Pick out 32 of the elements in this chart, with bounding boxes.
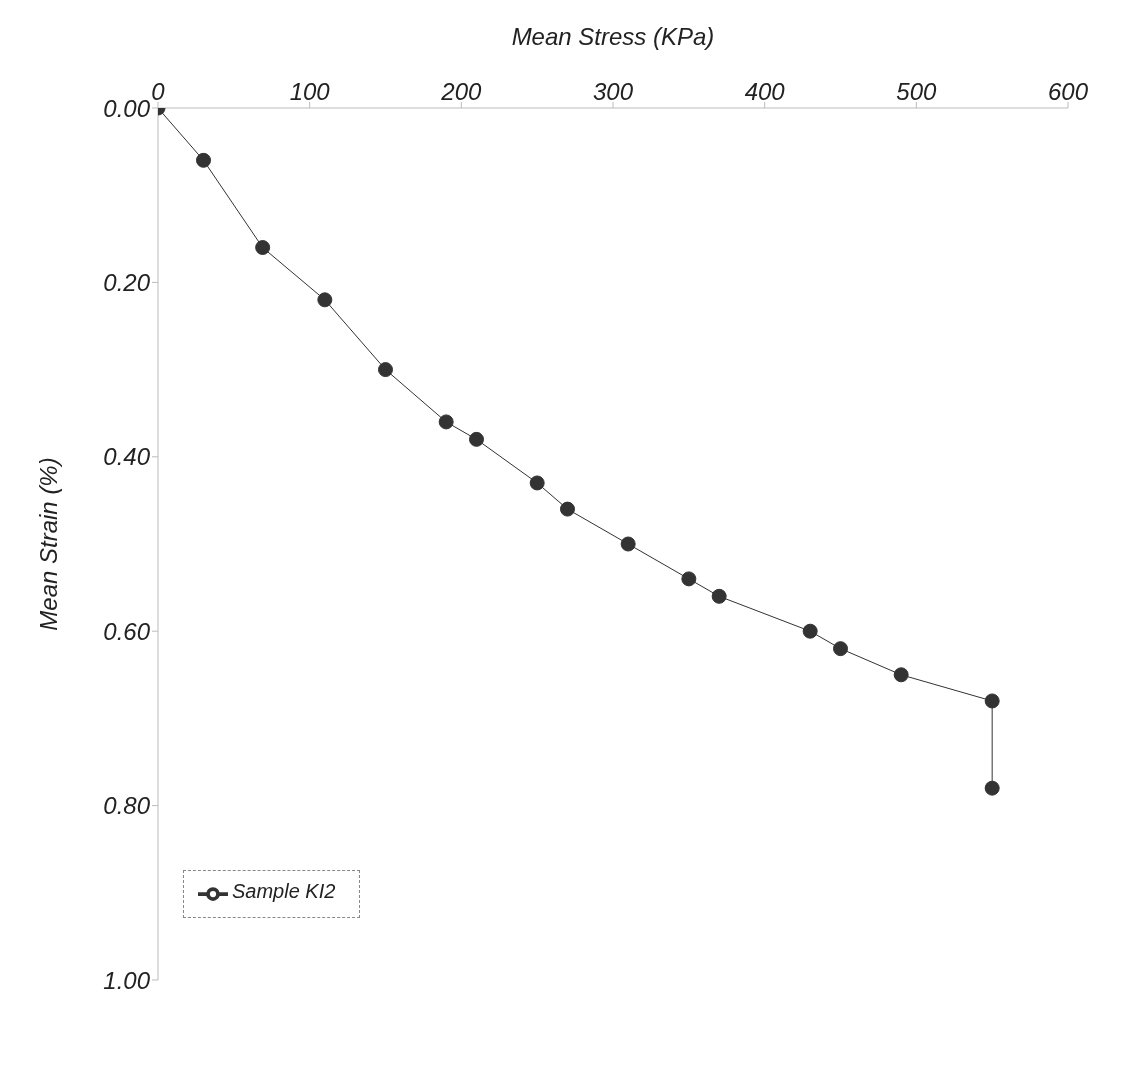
- point: [893, 667, 909, 683]
- x-tick-label: 500: [896, 78, 938, 105]
- point: [984, 693, 1000, 709]
- x-tick-label: 400: [744, 78, 786, 105]
- y-tick-label: 0.00: [103, 94, 151, 122]
- point: [833, 641, 848, 657]
- y-tick-label: 0.80: [103, 792, 151, 820]
- point: [469, 431, 484, 447]
- point: [255, 240, 271, 256]
- point: [620, 536, 636, 552]
- point: [317, 292, 333, 308]
- point: [378, 362, 393, 378]
- x-axis-title: Mean Stress (KPa): [511, 23, 715, 51]
- y-axis-title: Mean Strain (%): [34, 457, 62, 631]
- x-tick-label: 100: [289, 78, 331, 105]
- y-tick-label: 1.00: [103, 966, 151, 994]
- point: [560, 501, 575, 517]
- point: [438, 414, 454, 430]
- x-tick-label: 0: [151, 78, 166, 105]
- point: [984, 780, 1000, 796]
- legend-label: Sample KI2: [232, 880, 336, 903]
- point: [711, 588, 727, 604]
- point: [196, 152, 211, 168]
- x-tick-label: 600: [1047, 78, 1089, 105]
- y-tick-label: 0.60: [103, 617, 151, 645]
- y-tick-label: 0.20: [103, 268, 151, 296]
- y-tick-label: 0.40: [103, 443, 151, 471]
- point: [681, 571, 697, 587]
- point: [529, 475, 545, 491]
- x-tick-label: 200: [440, 78, 483, 105]
- point: [802, 623, 818, 639]
- x-tick-label: 300: [592, 78, 634, 105]
